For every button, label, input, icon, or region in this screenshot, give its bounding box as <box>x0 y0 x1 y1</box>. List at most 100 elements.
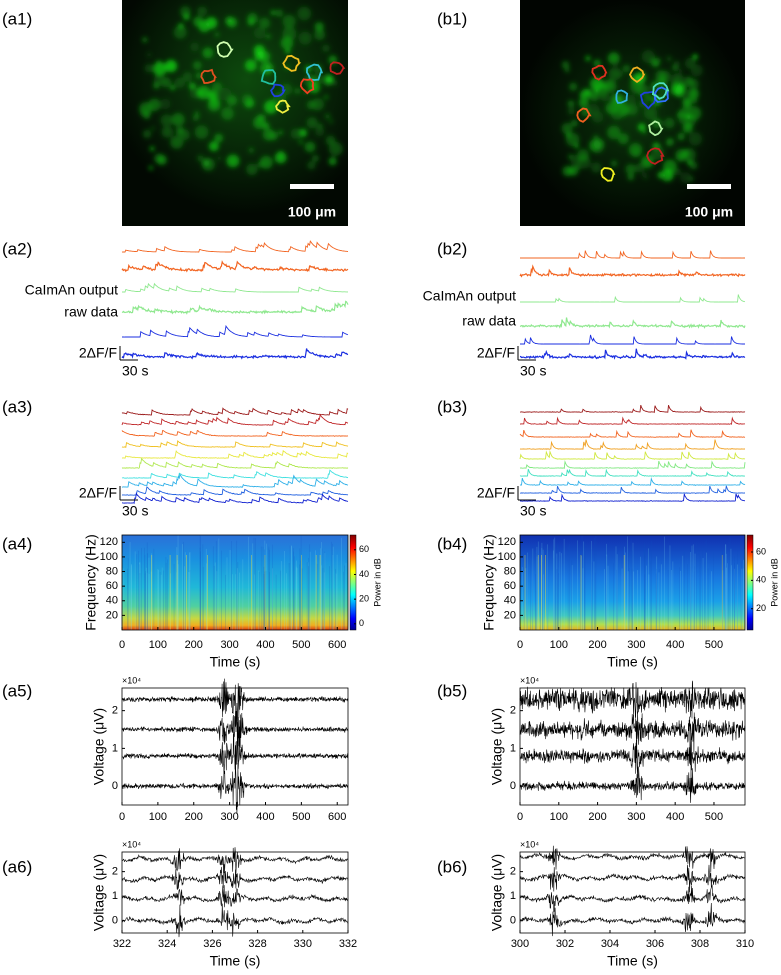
x-tick-label: 600 <box>328 639 346 651</box>
cell-blob <box>604 80 615 90</box>
x-axis-label: Time (s) <box>210 953 261 969</box>
voltage-trace <box>519 884 746 913</box>
cell-blob <box>688 131 703 146</box>
scale-bar-label: 100 μm <box>685 204 733 220</box>
axis-multiplier: ×10⁴ <box>122 675 141 685</box>
x-axis-label: Time (s) <box>607 654 658 670</box>
colorbar-tick-label: 20 <box>359 594 369 604</box>
cell-blob <box>618 72 623 77</box>
x-tick-label: 300 <box>511 938 529 950</box>
cell-blob <box>298 139 304 145</box>
cell-blob <box>328 157 337 166</box>
calcium-trace <box>519 317 746 329</box>
roi-outline <box>282 54 302 72</box>
cell-blob <box>221 107 234 120</box>
cell-blob <box>561 123 573 135</box>
colorbar-label: Power in dB <box>769 558 779 607</box>
cell-blob <box>195 72 203 80</box>
y-axis-label: Voltage (μV) <box>91 854 107 931</box>
cell-blob <box>277 150 285 157</box>
trace-annotation: CaImAn output <box>423 288 516 304</box>
x-tick-label: 324 <box>158 938 176 950</box>
voltage-trace <box>121 731 349 773</box>
calcium-trace <box>121 240 349 253</box>
cell-blob <box>160 76 172 88</box>
colorbar <box>746 534 754 631</box>
calcium-trace <box>519 348 746 360</box>
cell-blob <box>194 125 209 139</box>
cell-blob <box>562 165 573 177</box>
y-tick-label: 0 <box>112 915 118 927</box>
voltage-trace <box>519 680 746 719</box>
cell-blob <box>674 85 687 98</box>
cell-blob <box>265 33 271 39</box>
y-tick-label: 0 <box>510 780 516 792</box>
cell-blob <box>207 98 221 112</box>
y-axis-label: Voltage (μV) <box>489 708 505 785</box>
voltage-trace <box>519 902 746 937</box>
y-axis-label: Frequency (Hz) <box>83 534 99 630</box>
cell-blob <box>248 147 255 153</box>
x-tick-label: 332 <box>339 938 357 950</box>
cell-blob <box>259 155 273 169</box>
cell-blob <box>682 103 691 112</box>
cell-blob <box>678 115 687 125</box>
cell-blob <box>664 117 675 129</box>
y-tick-label: 1 <box>510 742 516 754</box>
cell-blob <box>611 58 619 66</box>
voltage-trace <box>121 864 349 890</box>
cell-blob <box>682 122 693 133</box>
calcium-trace <box>519 439 745 450</box>
cell-blob <box>314 22 324 32</box>
roi-outline <box>648 120 664 137</box>
cell-blob <box>311 154 319 162</box>
x-tick-label: 500 <box>705 811 723 823</box>
calcium-trace <box>520 250 745 259</box>
x-tick-label: 200 <box>185 811 203 823</box>
cell-blob <box>631 148 641 158</box>
cell-blob <box>153 153 164 164</box>
x-tick-label: 0 <box>119 811 125 823</box>
scale-bar-label: 2ΔF/F <box>79 345 117 361</box>
y-tick-label: 1 <box>510 890 516 902</box>
roi-outline <box>600 167 616 182</box>
panel-label: (b2) <box>437 239 467 258</box>
cell-blob <box>625 163 636 175</box>
y-tick-label: 2 <box>112 866 118 878</box>
x-tick-label: 400 <box>256 811 274 823</box>
cell-blob <box>666 56 672 62</box>
y-tick-label: 2 <box>112 705 118 717</box>
cell-blob <box>577 148 590 161</box>
cell-blob <box>190 42 200 52</box>
cell-blob <box>652 142 660 149</box>
roi-outline <box>628 66 646 83</box>
voltage-trace <box>121 702 349 749</box>
cell-blob <box>673 60 680 68</box>
y-axis-label: Frequency (Hz) <box>481 534 497 630</box>
cell-blob <box>153 62 167 76</box>
cell-blob <box>607 125 621 140</box>
roi-outline <box>591 64 608 81</box>
x-tick-label: 200 <box>588 811 606 823</box>
cell-blob <box>689 161 698 170</box>
voltage-trace <box>121 847 349 875</box>
cell-blob <box>202 47 214 59</box>
y-tick-label: 60 <box>504 580 516 592</box>
x-tick-label: 100 <box>149 811 167 823</box>
cell-blob <box>193 113 200 120</box>
cell-blob <box>658 71 664 76</box>
micrograph <box>122 0 348 226</box>
y-tick-label: 1 <box>112 890 118 902</box>
cell-blob <box>579 92 585 98</box>
roi-outline <box>275 99 291 114</box>
cell-blob <box>692 54 698 60</box>
cell-blob <box>208 141 219 152</box>
cell-blob <box>574 163 582 170</box>
x-tick-label: 0 <box>517 811 523 823</box>
roi-outline <box>299 78 315 95</box>
cell-blob <box>324 113 331 120</box>
cell-blob <box>164 59 178 73</box>
y-axis-label: Voltage (μV) <box>91 708 107 785</box>
cell-blob <box>650 57 660 68</box>
cell-blob <box>317 123 323 129</box>
